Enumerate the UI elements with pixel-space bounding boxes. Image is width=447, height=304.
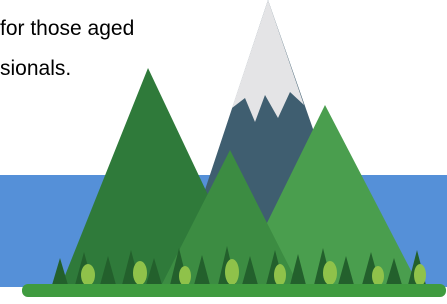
page: {"text_lines": ["for those aged", "siona… bbox=[0, 0, 447, 304]
text-line: sionals. bbox=[0, 57, 71, 81]
ground-bar bbox=[22, 284, 446, 297]
illustration bbox=[0, 0, 447, 304]
text-line: for those aged bbox=[0, 17, 134, 41]
